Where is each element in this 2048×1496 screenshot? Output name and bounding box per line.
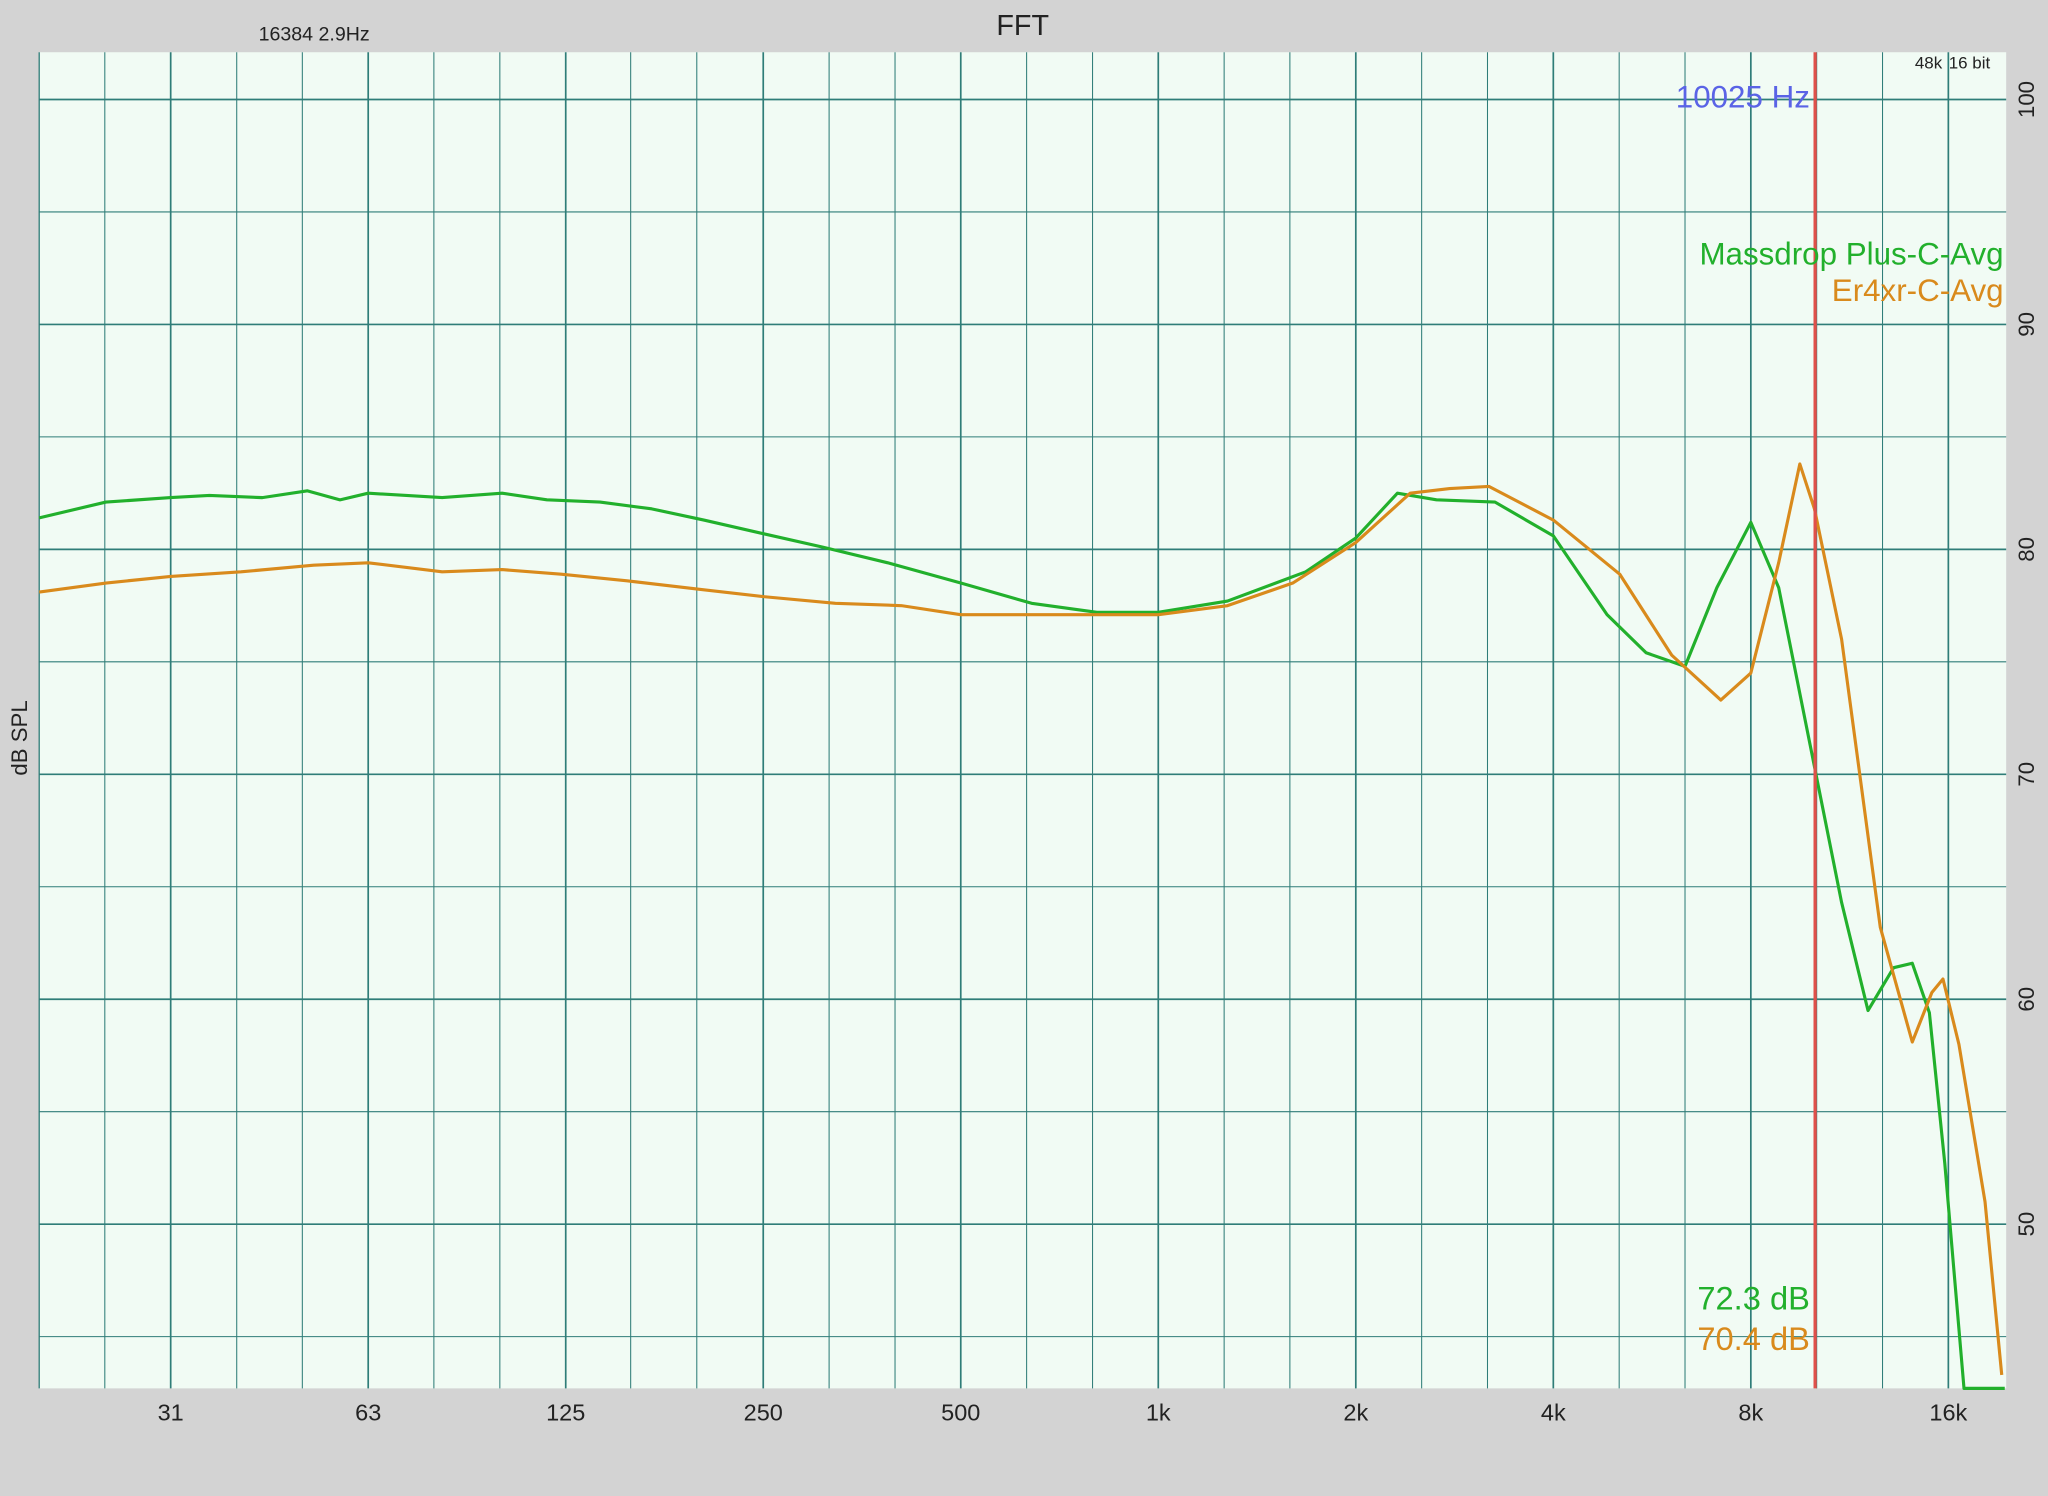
- info-bits: 16 bit: [1949, 53, 1991, 72]
- y-tick-label: 50: [2014, 1212, 2039, 1237]
- data-line: [38, 462, 2004, 1376]
- cursor-label: 10025 Hz: [1676, 80, 1810, 115]
- cursor-readout: 70.4 dB: [1697, 1320, 1810, 1357]
- y-tick-label: 100: [2014, 81, 2039, 118]
- y-tick-label: 80: [2014, 537, 2039, 562]
- data-line: [38, 489, 2005, 1390]
- legend-entry: Er4xr-C-Avg: [1832, 273, 2004, 308]
- y-tick-label: 90: [2014, 312, 2039, 337]
- x-tick-label: 63: [355, 1400, 381, 1426]
- x-tick-label: 250: [744, 1400, 783, 1426]
- y-axis-label: dB SPL: [7, 700, 32, 775]
- x-tick-label: 31: [158, 1400, 184, 1426]
- plot-area: [39, 52, 2007, 1389]
- x-tick-label: 500: [941, 1400, 980, 1426]
- x-tick-label: 8k: [1738, 1400, 1763, 1426]
- x-tick-label: 1k: [1146, 1400, 1171, 1426]
- x-tick-label: 125: [546, 1400, 585, 1426]
- y-tick-label: 60: [2014, 987, 2039, 1012]
- x-tick-label: 2k: [1343, 1400, 1368, 1426]
- x-tick-label: 16k: [1929, 1400, 1967, 1426]
- cursor-readout: 72.3 dB: [1697, 1279, 1810, 1316]
- x-tick-label: 4k: [1541, 1400, 1566, 1426]
- y-tick-label: 70: [2014, 762, 2039, 787]
- chart-title: FFT: [996, 10, 1049, 42]
- info-rate: 48k: [1915, 53, 1943, 72]
- legend-entry: Massdrop Plus-C-Avg: [1699, 236, 2003, 271]
- info-left: 16384 2.9Hz: [259, 23, 370, 45]
